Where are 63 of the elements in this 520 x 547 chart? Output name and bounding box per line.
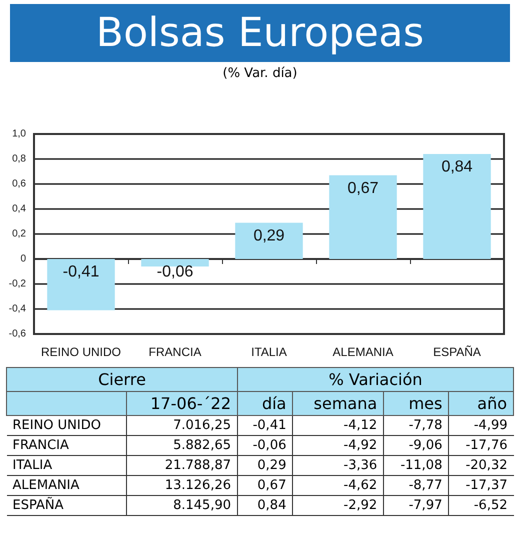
text: -4,99: [474, 418, 508, 433]
text: -0,41: [252, 418, 286, 433]
text: 5.882,65: [173, 438, 231, 453]
text: -8,77: [408, 478, 442, 493]
category-label: REINO UNIDO: [12, 418, 101, 433]
text: 0,84: [257, 498, 286, 513]
y-tick-label: 0,6: [12, 178, 26, 190]
category-label: semana: [292, 392, 384, 416]
x-tick-label: ESPAÑA: [433, 345, 481, 359]
y-tick-label: 0,2: [12, 228, 26, 240]
category-label: ITALIA: [12, 458, 52, 473]
category-label: año: [448, 392, 514, 416]
text: -4,62: [344, 478, 378, 493]
category-label: mes: [384, 392, 449, 416]
x-tick-label: REINO UNIDO: [40, 345, 122, 359]
text: -2,92: [344, 498, 378, 513]
text: -6,52: [474, 498, 508, 513]
text: -4,12: [344, 418, 378, 433]
data-label: -0,06: [156, 264, 194, 280]
y-tick-label: 0,4: [12, 204, 26, 214]
text: -17,37: [466, 478, 508, 493]
text: 21.788,87: [164, 458, 231, 473]
category-label: 17-06-´22: [126, 392, 238, 416]
data-label: 0,29: [253, 227, 285, 244]
text: Cierre: [6, 368, 238, 392]
text: 7.016,25: [173, 418, 231, 433]
bar: [235, 222, 303, 259]
bar: [329, 175, 397, 259]
y-tick-label: 0: [20, 254, 26, 264]
text: -0,06: [252, 438, 286, 453]
text: -9,06: [408, 438, 442, 453]
text: -7,78: [408, 418, 442, 433]
y-tick-label: 1,0: [12, 128, 26, 140]
y-tick-label: 0,8: [12, 154, 26, 164]
text: -20,32: [466, 458, 508, 473]
text: 0,67: [257, 478, 286, 493]
x-tick-label: FRANCIA: [148, 345, 202, 359]
text: -11,08: [400, 458, 442, 473]
data-label: 0,84: [441, 158, 473, 176]
text: 8.145,90: [173, 498, 231, 513]
category-label: ESPAÑA: [12, 498, 64, 513]
text: -3,36: [344, 458, 378, 473]
bar: [141, 259, 209, 266]
text: 13.126,26: [164, 478, 231, 493]
category-label: día: [238, 392, 293, 416]
y-tick-label: -0,6: [8, 328, 26, 340]
text: 0,29: [257, 458, 286, 473]
text: % Variación: [238, 368, 514, 392]
chart-subtitle: (% Var. día): [222, 66, 298, 81]
category-label: FRANCIA: [12, 438, 69, 453]
x-tick-label: ITALIA: [251, 345, 287, 359]
category-label: ALEMANIA: [12, 478, 80, 493]
data-label: 0,67: [347, 180, 379, 197]
data-label: -0,41: [62, 264, 100, 280]
text: -17,76: [466, 438, 508, 453]
bar: [423, 154, 491, 259]
text: -7,97: [408, 498, 442, 513]
y-tick-label: -0,4: [8, 304, 26, 314]
text: -4,92: [344, 438, 378, 453]
bar: [47, 259, 115, 310]
chart-title: Bolsas Europeas: [10, 4, 510, 62]
y-tick-label: -0,2: [8, 278, 26, 290]
x-tick-label: ALEMANIA: [332, 345, 394, 359]
